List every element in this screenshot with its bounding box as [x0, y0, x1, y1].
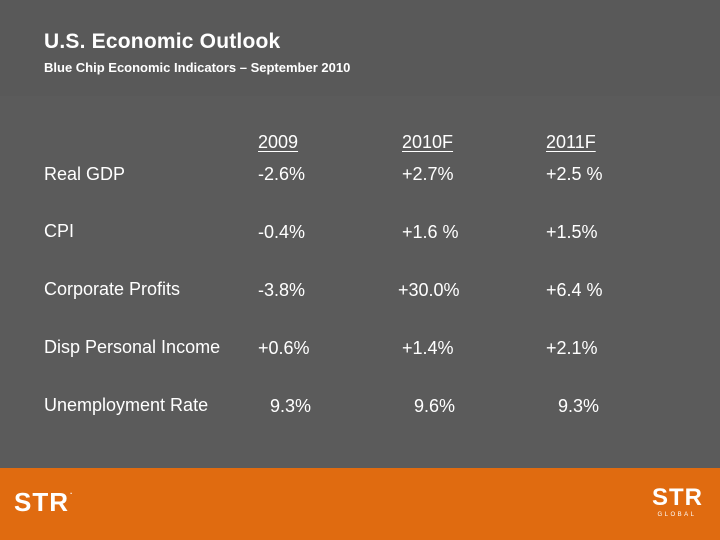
- table-cell: +1.4%: [402, 338, 454, 358]
- row-label-cpi: CPI: [44, 221, 75, 241]
- str-logo: STR.: [14, 487, 74, 517]
- table-cell: 9.3%: [558, 396, 600, 416]
- row-label-real-gdp: Real GDP: [44, 164, 126, 184]
- column-header-2010f: 2010F: [402, 132, 454, 152]
- table-cell: +30.0%: [398, 280, 460, 300]
- column-header-2009: 2009: [258, 132, 299, 152]
- table-cell: -3.8%: [258, 280, 306, 300]
- slide-subtitle: Blue Chip Economic Indicators – Septembe…: [44, 60, 351, 75]
- table-cell: 9.3%: [270, 396, 312, 416]
- row-label-disp-personal-income: Disp Personal Income: [44, 337, 221, 357]
- table-cell: 9.6%: [414, 396, 456, 416]
- column-header-2011f: 2011F: [546, 132, 596, 152]
- table-cell: +2.7%: [402, 164, 454, 184]
- table-cell: +6.4 %: [546, 280, 603, 300]
- table-cell: +0.6%: [258, 338, 310, 358]
- row-label-corporate-profits: Corporate Profits: [44, 279, 181, 299]
- table-cell: +1.6 %: [402, 222, 459, 242]
- row-label-unemployment-rate: Unemployment Rate: [44, 395, 209, 415]
- footer-bar: [0, 468, 720, 540]
- slide-title: U.S. Economic Outlook: [44, 30, 281, 53]
- table-cell: -2.6%: [258, 164, 306, 184]
- table-cell: -0.4%: [258, 222, 306, 242]
- slide-header: [0, 0, 720, 96]
- table-cell: +2.1%: [546, 338, 598, 358]
- table-cell: +1.5%: [546, 222, 598, 242]
- table-cell: +2.5 %: [546, 164, 603, 184]
- str-global-logo: STR GLOBAL: [652, 484, 703, 519]
